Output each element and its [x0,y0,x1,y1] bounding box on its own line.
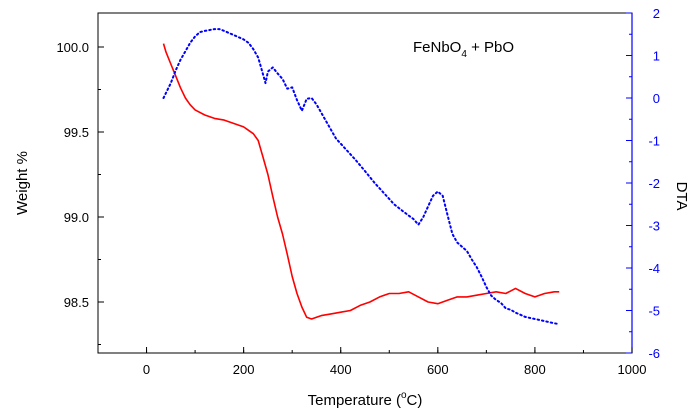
x-tick-label: 0 [143,362,150,377]
y2-tick-label: -6 [648,346,660,361]
y-tick-label: 99.5 [64,125,89,140]
axis-ticks [97,12,633,354]
weight-series-line [162,43,560,320]
y-tick-label: 98.5 [64,295,89,310]
y2-tick-label: -2 [648,176,660,191]
tick-labels: 0 200 400 600 800 1000 98.5 99.0 99.5 100.0 -6 -5 -4… [56,6,660,377]
x-tick-label: 200 [233,362,255,377]
y2-tick-label: -5 [648,304,660,319]
y2-tick-label: -1 [648,134,660,149]
annotation-formula: FeNbO4 + PbO [413,39,514,60]
x-tick-label: 400 [330,362,352,377]
series-lines [162,28,561,326]
y2-tick-label: -4 [648,261,660,276]
x-tick-label: 800 [524,362,546,377]
y2-tick-label: 2 [653,6,660,21]
dta-series-line [162,28,561,326]
y-tick-label: 99.0 [64,210,89,225]
y-tick-label: 100.0 [56,40,89,55]
x-tick-label: 1000 [618,362,647,377]
y2-tick-label: 0 [653,91,660,106]
y2-tick-label: 1 [653,49,660,64]
y2-tick-label: -3 [648,219,660,234]
y2-axis-title: DTA [673,182,690,211]
y-axis-title: Weight % [14,151,31,215]
x-tick-label: 600 [427,362,449,377]
x-axis-title: Temperature (oC) [308,390,423,409]
